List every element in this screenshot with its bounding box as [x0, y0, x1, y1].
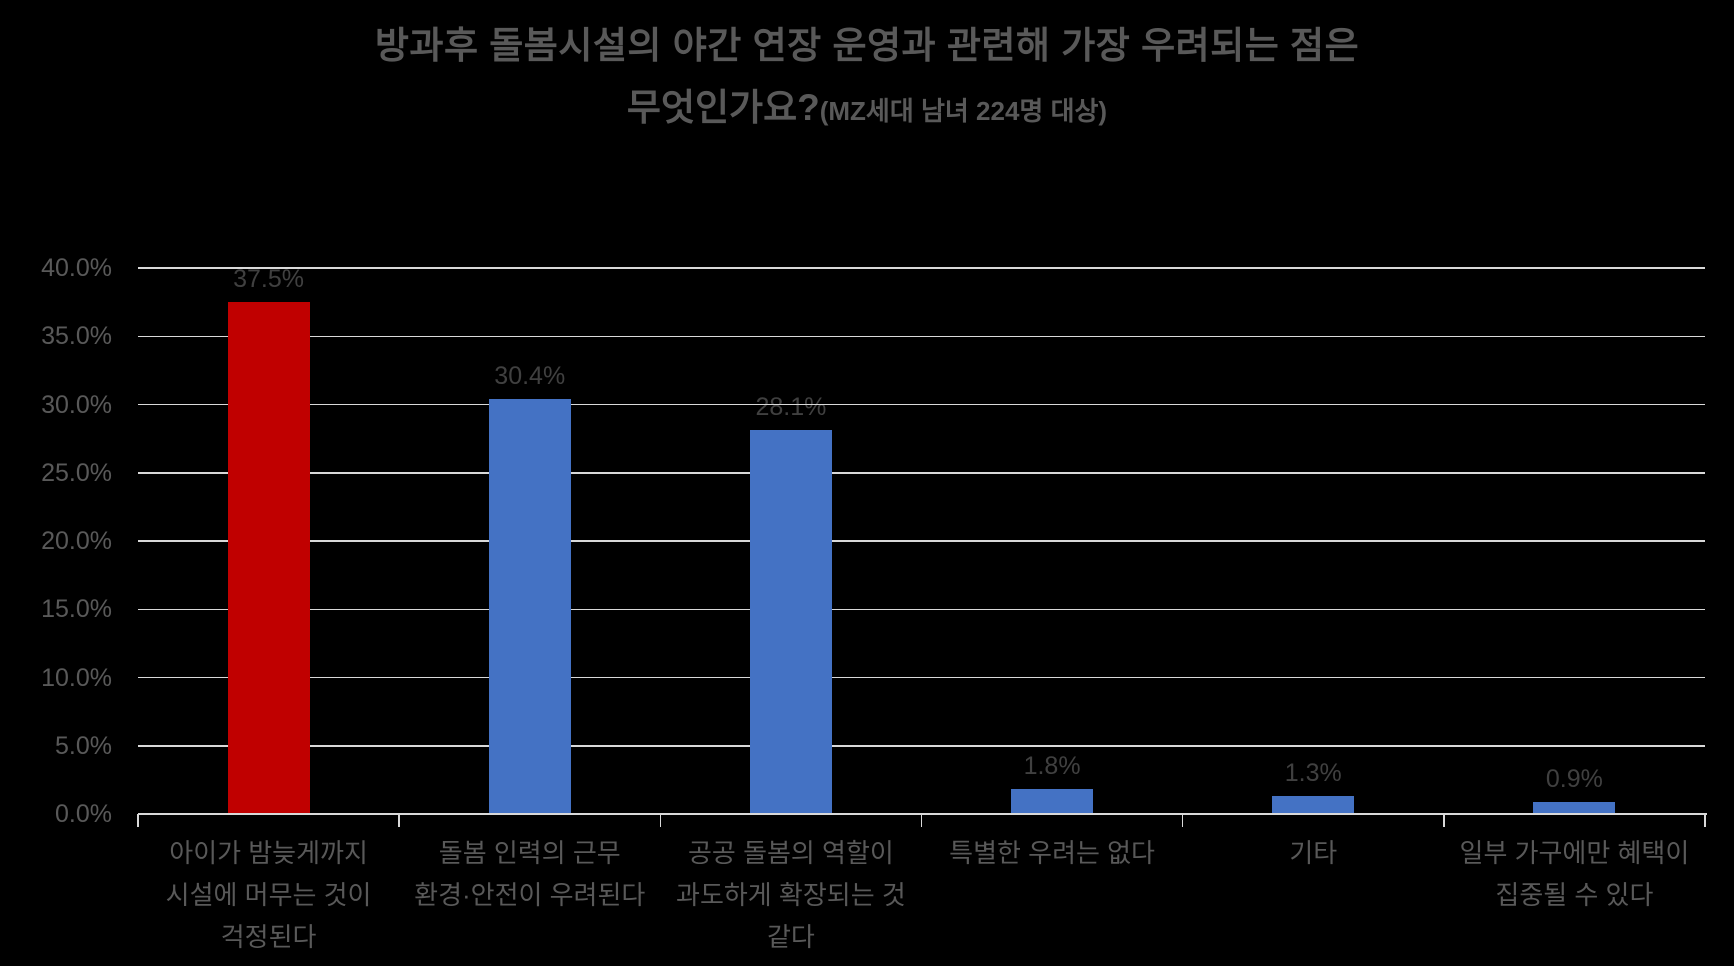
- bar-value-label: 1.8%: [1023, 752, 1081, 781]
- category-label-line: 과도하게 확장되는 것: [676, 880, 906, 910]
- gridline: [138, 403, 1705, 406]
- bar-value-label: 1.3%: [1284, 759, 1342, 788]
- category-label-line: 기타: [1289, 838, 1338, 868]
- x-axis-tick: [920, 814, 923, 827]
- category-label: 기타: [1153, 832, 1473, 874]
- category-label-line: 특별한 우려는 없다: [949, 838, 1155, 868]
- category-label-line: 돌봄 인력의 근무: [438, 838, 621, 868]
- bar: [749, 430, 832, 814]
- y-axis-tick-label: 25.0%: [41, 458, 112, 487]
- chart-title-line2: 무엇인가요?(MZ세대 남녀 224명 대상): [0, 86, 1734, 138]
- x-axis-tick: [137, 814, 139, 827]
- bar-value-label: 37.5%: [233, 265, 305, 294]
- bar: [227, 302, 310, 814]
- y-axis-tick-label: 0.0%: [55, 800, 112, 828]
- x-axis-tick: [659, 814, 662, 827]
- x-axis-tick: [1181, 814, 1184, 827]
- gridline: [138, 267, 1705, 269]
- gridline: [138, 335, 1705, 337]
- category-label-line: 시설에 머무는 것이: [165, 880, 372, 910]
- x-axis-tick: [1443, 814, 1445, 827]
- chart-title-line1: 방과후 돌봄시설의 야간 연장 운영과 관련해 가장 우려되는 점은: [374, 25, 1360, 66]
- category-label-line: 아이가 밤늦게까지: [169, 838, 368, 868]
- bar-value-label: 28.1%: [755, 393, 827, 422]
- bar: [1011, 789, 1094, 814]
- gridline: [138, 608, 1705, 610]
- bar-value-label: 30.4%: [494, 362, 566, 391]
- gridline: [138, 472, 1705, 474]
- category-label-line: 일부 가구에만 혜택이: [1459, 838, 1690, 868]
- bar: [1272, 796, 1355, 814]
- chart-title-question: 무엇인가요?: [626, 87, 820, 128]
- gridline: [138, 540, 1705, 542]
- y-axis-tick-label: 20.0%: [41, 527, 112, 555]
- bar-value-label: 0.9%: [1545, 764, 1603, 793]
- y-axis-tick-label: 35.0%: [41, 322, 112, 351]
- x-axis-tick: [398, 814, 400, 827]
- x-axis-line: [138, 813, 1707, 815]
- y-axis-tick-label: 5.0%: [55, 731, 112, 760]
- y-axis-tick-label: 10.0%: [41, 663, 112, 692]
- bar: [1533, 801, 1616, 814]
- gridline: [138, 676, 1705, 679]
- category-label-line: 집중될 수 있다: [1495, 880, 1654, 910]
- category-label-line: 같다: [766, 922, 815, 952]
- category-label-line: 환경·안전이 우려된다: [414, 880, 646, 910]
- y-axis-tick-label: 15.0%: [41, 595, 112, 624]
- chart-title: 방과후 돌봄시설의 야간 연장 운영과 관련해 가장 우려되는 점은 무엇인가요…: [0, 22, 1734, 138]
- x-axis-tick: [1704, 814, 1706, 827]
- chart-title-sample-note: (MZ세대 남녀 224명 대상): [819, 96, 1108, 126]
- category-label-line: 공공 돌봄의 역할이: [688, 838, 894, 868]
- category-label: 특별한 우려는 없다: [892, 832, 1212, 874]
- category-label-line: 걱정된다: [220, 922, 317, 952]
- bar: [488, 399, 571, 814]
- y-axis-tick-label: 40.0%: [41, 254, 112, 282]
- gridline: [138, 745, 1705, 747]
- y-axis-tick-label: 30.0%: [41, 390, 112, 419]
